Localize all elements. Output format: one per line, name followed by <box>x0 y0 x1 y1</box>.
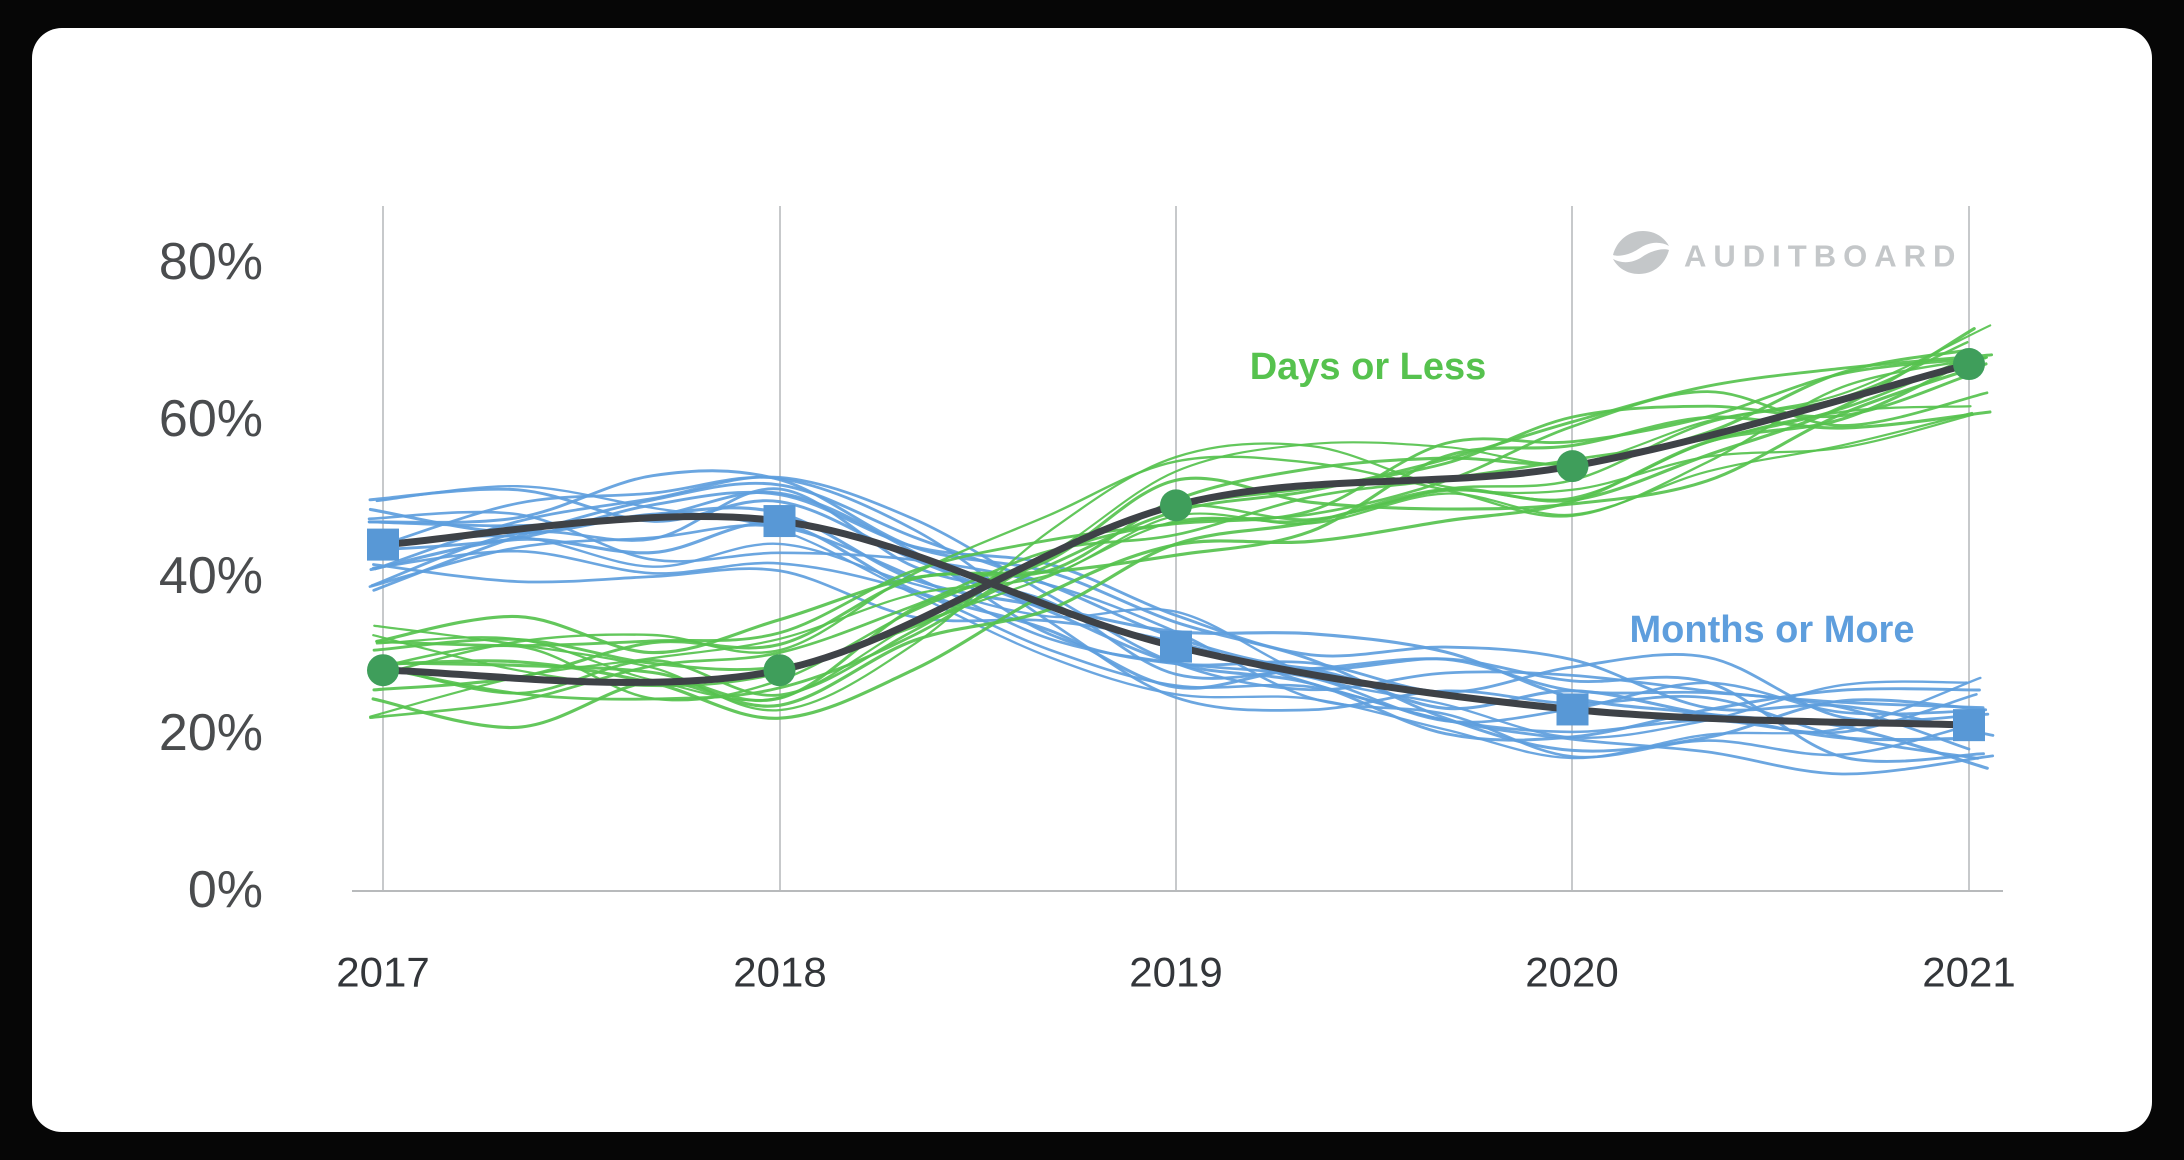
logo-wave-bottom <box>1613 249 1669 274</box>
sketch-line-days-or-less <box>370 356 1988 678</box>
sketch-line-days-or-less <box>375 356 1987 648</box>
x-tick-2017: 2017 <box>336 949 429 996</box>
y-tick-80: 80% <box>159 233 263 291</box>
auditboard-logo-icon <box>1613 231 1669 274</box>
sketch-line-months-or-more <box>369 490 1995 737</box>
sketch-line-months-or-more <box>369 475 1980 760</box>
sketch-line-days-or-less <box>373 362 1988 703</box>
series-layer <box>367 324 1995 776</box>
logo-wave-top <box>1613 231 1669 256</box>
marker-months-or-more-2021 <box>1953 709 1985 742</box>
marker-days-or-less-2021 <box>1953 348 1985 381</box>
marker-months-or-more-2018 <box>763 505 796 538</box>
legend-days-or-less: Days or Less <box>1250 346 1487 388</box>
legend-months-or-more: Months or More <box>1630 609 1915 651</box>
marker-months-or-more-2019 <box>1160 630 1192 663</box>
sketch-line-months-or-more <box>368 469 1988 753</box>
x-tick-2020: 2020 <box>1525 949 1618 996</box>
marker-months-or-more-2020 <box>1556 693 1589 726</box>
auditboard-logo-text: AUDITBOARD <box>1684 239 1962 274</box>
marker-days-or-less-2018 <box>763 654 796 687</box>
y-tick-40: 40% <box>159 547 263 605</box>
y-axis-labels: 80% 60% 40% 20% 0% <box>159 233 263 919</box>
y-tick-0: 0% <box>188 861 263 919</box>
auditboard-logo: AUDITBOARD <box>1613 231 1962 274</box>
y-tick-60: 60% <box>159 390 263 448</box>
x-tick-2019: 2019 <box>1129 949 1222 996</box>
x-tick-2018: 2018 <box>733 949 826 996</box>
marker-months-or-more-2017 <box>367 528 399 561</box>
x-axis-labels: 2017 2018 2019 2020 2021 <box>336 949 2015 996</box>
marker-days-or-less-2017 <box>367 654 399 687</box>
x-tick-2021: 2021 <box>1922 949 2015 996</box>
marker-days-or-less-2019 <box>1160 489 1192 522</box>
marker-days-or-less-2020 <box>1556 450 1589 483</box>
y-tick-20: 20% <box>159 704 263 762</box>
sketch-line-months-or-more <box>375 485 1982 760</box>
